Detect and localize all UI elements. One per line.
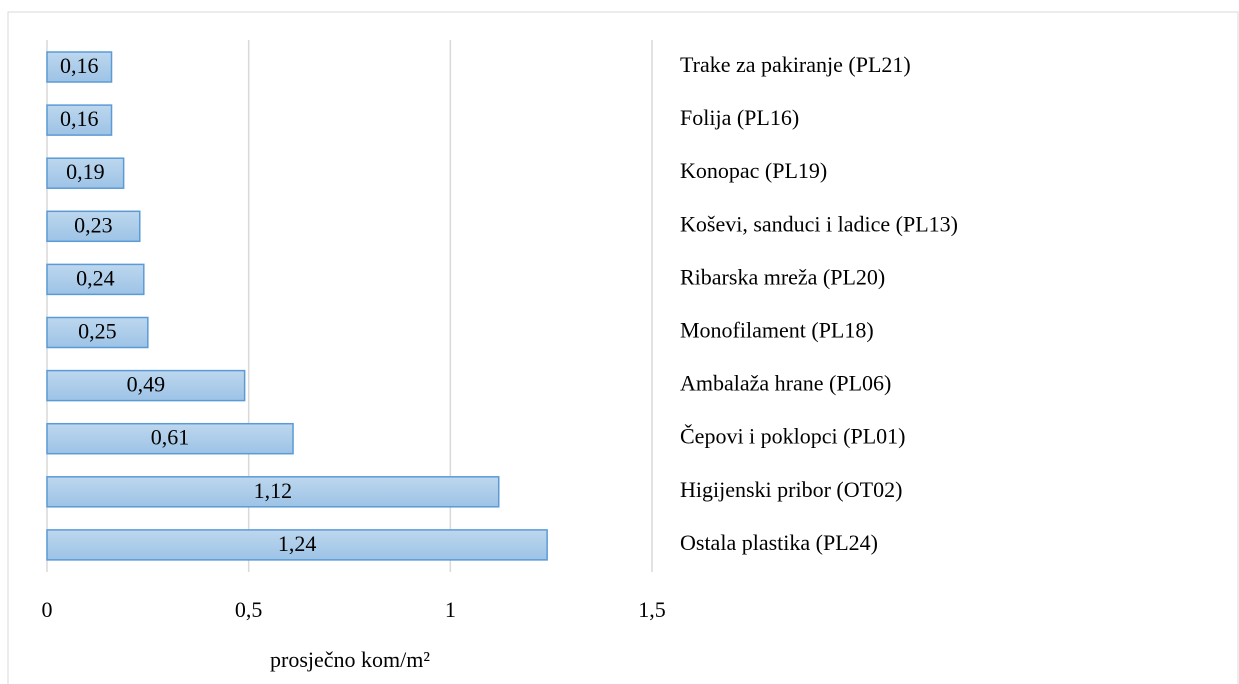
- value-label: 0,16: [60, 106, 99, 131]
- value-label: 1,24: [278, 531, 317, 556]
- value-label: 0,16: [60, 53, 99, 78]
- value-label: 0,61: [151, 425, 190, 450]
- x-tick-label: 1: [445, 597, 456, 622]
- x-tick-label: 0: [42, 597, 53, 622]
- x-tick-label: 1,5: [638, 597, 666, 622]
- value-label: 0,23: [74, 212, 113, 237]
- category-label: Konopac (PL19): [680, 158, 827, 183]
- bar: [46, 51, 113, 83]
- category-label: Ambalaža hrane (PL06): [680, 371, 891, 396]
- value-label: 0,24: [76, 265, 115, 290]
- category-label: Trake za pakiranje (PL21): [680, 52, 911, 77]
- category-label: Higijenski pribor (OT02): [680, 477, 902, 502]
- x-axis-label: prosječno kom/m²: [270, 647, 430, 672]
- bar: [46, 210, 141, 243]
- bar: [46, 263, 145, 296]
- bar: [46, 104, 113, 136]
- value-label: 0,25: [78, 319, 117, 344]
- category-label: Monofilament (PL18): [680, 318, 874, 343]
- x-tick-label: 0,5: [235, 597, 263, 622]
- category-label: Koševi, sanduci i ladice (PL13): [680, 211, 958, 236]
- bar: [46, 476, 500, 508]
- category-label: Ribarska mreža (PL20): [680, 264, 885, 289]
- category-label: Ostala plastika (PL24): [680, 530, 878, 555]
- bar: [46, 529, 548, 561]
- value-label: 0,19: [66, 159, 105, 184]
- bar: [46, 316, 149, 349]
- category-label: Folija (PL16): [680, 105, 799, 130]
- bar: [46, 422, 294, 455]
- value-label: 0,49: [127, 372, 166, 397]
- category-label: Čepovi i poklopci (PL01): [680, 424, 905, 449]
- bar: [46, 369, 246, 402]
- bar: [46, 157, 125, 189]
- value-label: 1,12: [254, 478, 293, 503]
- chart-frame: [7, 11, 1239, 684]
